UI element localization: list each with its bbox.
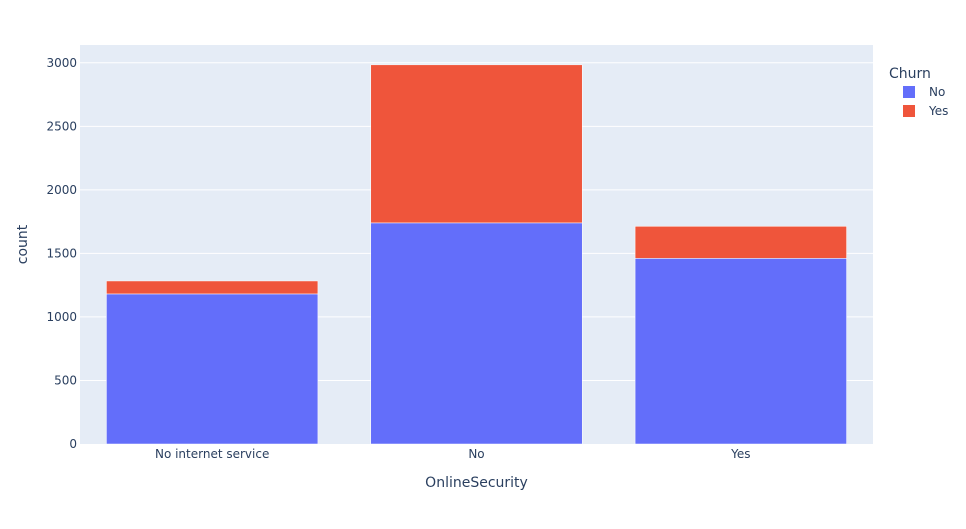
x-tick-label: Yes xyxy=(730,447,750,461)
legend-label-yes[interactable]: Yes xyxy=(928,104,948,118)
y-tick-label: 3000 xyxy=(46,56,77,70)
bars[interactable] xyxy=(106,64,847,445)
legend-title: Churn xyxy=(889,66,931,82)
legend-swatch-yes[interactable] xyxy=(903,105,915,117)
x-tick-label: No xyxy=(468,447,484,461)
y-tick-label: 500 xyxy=(54,373,77,387)
bar-no-no[interactable] xyxy=(370,222,583,445)
x-axis-ticks: No internet service No Yes xyxy=(155,447,751,461)
y-tick-label: 1500 xyxy=(46,246,77,260)
y-tick-label: 2500 xyxy=(46,119,77,133)
bar-no-internet-service-no[interactable] xyxy=(106,293,319,445)
y-axis-title: count xyxy=(15,224,31,264)
bar-yes-no[interactable] xyxy=(634,258,847,445)
legend-swatch-no[interactable] xyxy=(903,86,915,98)
y-tick-label: 0 xyxy=(69,437,77,451)
y-axis-ticks: 0 500 1000 1500 2000 2500 3000 xyxy=(46,56,77,451)
legend-label-no[interactable]: No xyxy=(929,85,945,99)
x-tick-label: No internet service xyxy=(155,447,269,461)
y-tick-label: 1000 xyxy=(46,310,77,324)
bar-no-internet-service-yes[interactable] xyxy=(106,280,319,295)
y-tick-label: 2000 xyxy=(46,183,77,197)
bar-no-yes[interactable] xyxy=(370,64,583,224)
x-axis-title: OnlineSecurity xyxy=(425,475,528,491)
bar-yes-yes[interactable] xyxy=(634,226,847,259)
legend[interactable]: Churn No Yes xyxy=(889,66,948,118)
